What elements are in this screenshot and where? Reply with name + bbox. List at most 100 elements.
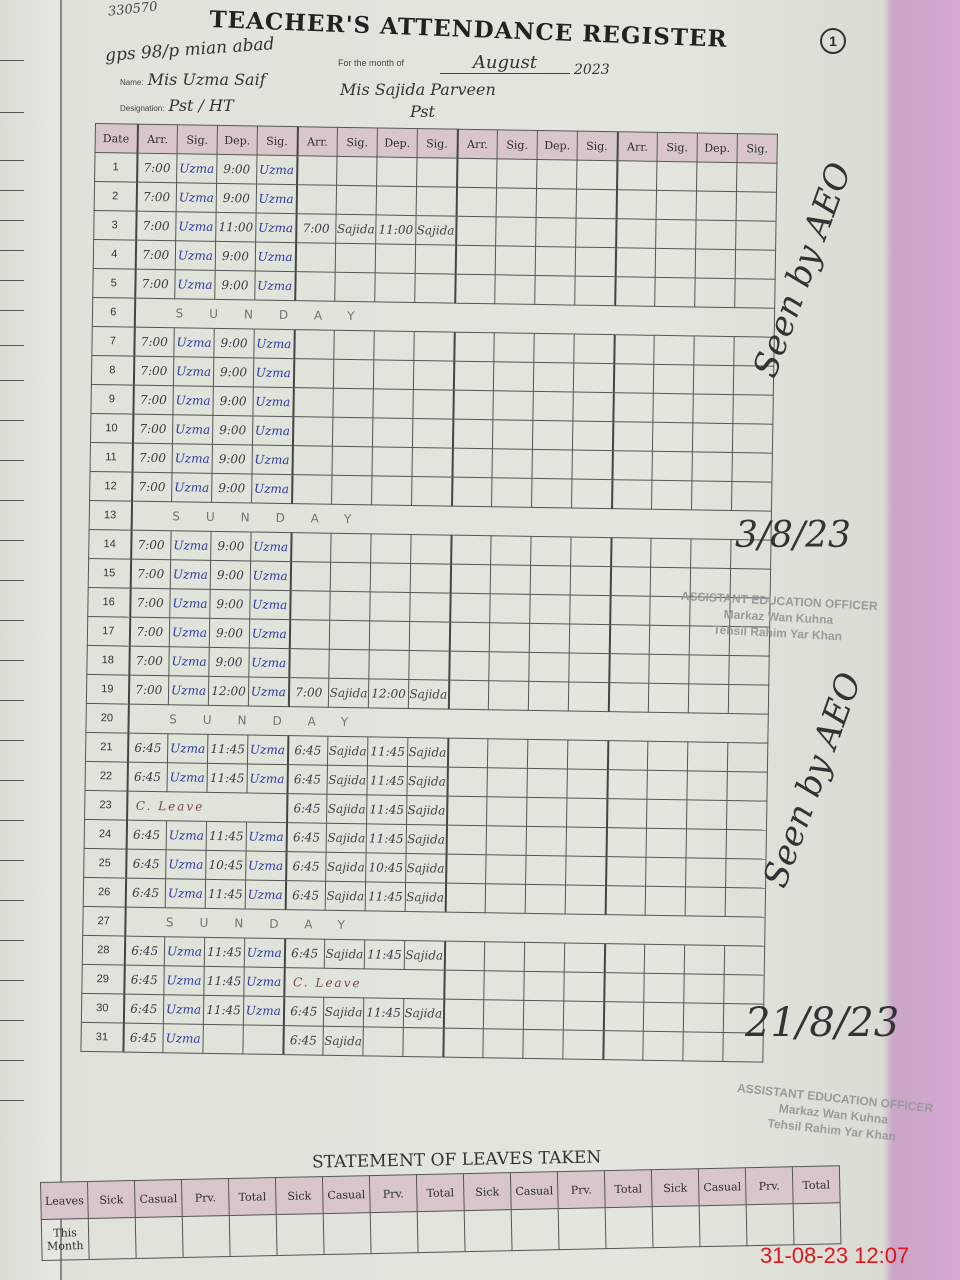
leaves-cell	[464, 1209, 513, 1252]
departure-cell: 11:45	[204, 937, 245, 967]
signature-cell	[570, 537, 612, 567]
departure-cell	[684, 944, 725, 975]
signature-cell: Uzma	[255, 242, 296, 272]
date-cell: 9	[90, 384, 134, 415]
signature-cell	[728, 655, 770, 686]
signature-cell	[565, 855, 607, 886]
signature-cell: Uzma	[248, 647, 290, 678]
date-cell: 15	[88, 558, 131, 589]
departure-cell	[685, 857, 727, 888]
leaves-col-total: Total	[228, 1177, 277, 1216]
arrival-cell	[443, 999, 484, 1029]
departure-cell	[534, 275, 576, 306]
departure-cell: 9:00	[212, 386, 254, 417]
date-cell: 4	[93, 239, 136, 270]
signature-cell	[486, 767, 528, 798]
arrival-cell	[445, 883, 486, 913]
leaves-col-casual: Casual	[322, 1175, 371, 1214]
arrival-cell	[610, 537, 652, 568]
leaves-col-total: Total	[792, 1165, 841, 1204]
signature-cell	[336, 156, 378, 186]
signature-cell	[656, 161, 697, 191]
arrival-cell	[449, 593, 491, 623]
arrival-cell	[455, 245, 496, 275]
signature-cell	[576, 189, 617, 219]
arrival-cell	[453, 361, 494, 391]
signature-cell	[727, 742, 768, 773]
signature-cell: Uzma	[250, 560, 291, 591]
signature-cell	[567, 740, 608, 770]
signature-cell	[402, 1027, 444, 1058]
signature-cell: Uzma	[244, 937, 285, 968]
signature-cell	[495, 245, 536, 276]
arrival-cell	[608, 653, 650, 684]
signature-cell	[646, 770, 688, 800]
leaves-cell	[746, 1203, 794, 1246]
departure-cell	[688, 654, 730, 685]
signature-cell	[491, 448, 533, 479]
signature-cell: Uzma	[176, 153, 218, 184]
signature-cell: Uzma	[245, 879, 286, 910]
signature-cell	[489, 622, 530, 653]
arrival-cell	[448, 651, 490, 681]
signature-cell: Uzma	[252, 445, 293, 475]
signature-cell: Sajida	[328, 678, 369, 708]
departure-cell	[533, 362, 574, 393]
arrival-cell	[612, 421, 653, 452]
arrival-cell	[603, 972, 645, 1003]
arrival-cell: 7:00	[129, 588, 171, 618]
departure-cell	[691, 451, 733, 482]
signature-cell	[566, 826, 607, 857]
date-cell: 30	[81, 993, 124, 1024]
signature-cell	[566, 797, 607, 828]
signature-cell	[725, 887, 766, 918]
col-header-dep: Dep.	[536, 130, 578, 161]
this-month-label: This Month	[41, 1218, 90, 1261]
departure-cell	[695, 248, 736, 279]
signature-cell	[410, 563, 451, 594]
arrival-cell	[605, 856, 647, 887]
departure-cell: 11:45	[203, 995, 244, 1025]
arrival-cell: 6:45	[127, 733, 168, 763]
signature-cell	[573, 334, 615, 364]
signature-cell: Uzma	[163, 965, 205, 996]
departure-cell	[374, 272, 416, 303]
date-cell: 14	[88, 529, 132, 560]
signature-cell	[572, 421, 613, 451]
departure-cell	[530, 536, 572, 567]
arrival-cell: 7:00	[132, 443, 173, 473]
date-cell: 29	[81, 964, 125, 995]
signature-cell	[328, 649, 370, 679]
leaves-col-total: Total	[604, 1169, 653, 1208]
signature-cell: Uzma	[247, 734, 288, 765]
signature-cell: Sajida	[408, 679, 449, 710]
departure-cell: 10:45	[205, 850, 247, 880]
departure-cell: 11:45	[366, 823, 407, 854]
signature-cell: Uzma	[163, 994, 204, 1025]
signature-cell: Sajida	[323, 997, 364, 1027]
signature-cell	[409, 621, 450, 652]
date-cell: 11	[90, 442, 133, 473]
arrival-cell	[611, 450, 653, 481]
signature-cell: Uzma	[255, 213, 297, 243]
arrival-cell	[604, 943, 645, 974]
departure-cell: 9:00	[210, 531, 252, 561]
signature-cell	[573, 363, 614, 393]
month-label: For the month of	[338, 58, 405, 68]
departure-cell	[531, 449, 573, 480]
signature-cell	[413, 360, 454, 391]
signature-cell	[728, 684, 769, 715]
departure-cell: 11:45	[207, 763, 248, 793]
departure-cell	[375, 243, 416, 274]
arrival-cell	[288, 648, 330, 679]
leaves-col-casual: Casual	[510, 1171, 559, 1210]
signature-cell: Uzma	[168, 646, 210, 677]
signature-cell	[485, 883, 526, 914]
date-cell: 16	[87, 587, 131, 618]
signature-cell: Sajida	[322, 1026, 364, 1056]
arrival-cell	[448, 680, 489, 710]
departure-cell: 11:45	[366, 765, 408, 796]
arrival-cell	[605, 885, 646, 916]
signature-cell	[736, 162, 777, 193]
arrival-cell: 7:00	[288, 677, 329, 708]
